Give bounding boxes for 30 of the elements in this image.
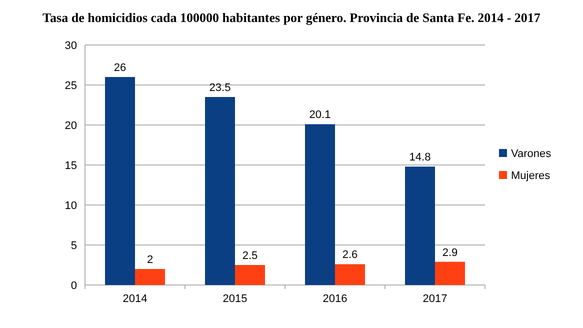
y-tick-label: 30 — [64, 40, 77, 52]
x-tick-label: 2016 — [322, 293, 348, 305]
data-label: 23.5 — [209, 82, 231, 94]
bar — [435, 262, 465, 285]
bar — [405, 166, 435, 285]
data-label: 26 — [114, 62, 126, 74]
data-label: 2 — [146, 254, 154, 266]
chart-title: Tasa de homicidios cada 100000 habitantes por género. Provincia de Santa Fe. 2014 - 2017 — [42, 10, 541, 25]
data-label: 20.1 — [309, 109, 331, 122]
x-tick-label: 2017 — [422, 293, 448, 305]
y-tick-label: 20 — [64, 120, 77, 132]
bar — [205, 97, 235, 285]
bar — [235, 265, 265, 285]
data-label: 2.9 — [442, 246, 458, 259]
x-tick-label: 2015 — [222, 293, 248, 305]
y-tick-label: 5 — [70, 240, 77, 252]
bar — [105, 77, 135, 285]
bar — [305, 124, 335, 285]
legend-label: Mujeres — [511, 170, 551, 182]
data-label: 2.6 — [342, 249, 358, 262]
bar — [135, 269, 165, 285]
legend-label: Varones — [511, 148, 552, 160]
data-label: 2.5 — [242, 250, 258, 262]
y-tick-label: 0 — [70, 280, 77, 292]
bar — [335, 264, 365, 285]
y-tick-label: 25 — [64, 80, 77, 92]
data-label: 14.8 — [409, 152, 431, 164]
x-tick-label: 2014 — [122, 293, 148, 305]
y-tick-label: 15 — [64, 160, 77, 172]
y-tick-label: 10 — [64, 200, 77, 212]
